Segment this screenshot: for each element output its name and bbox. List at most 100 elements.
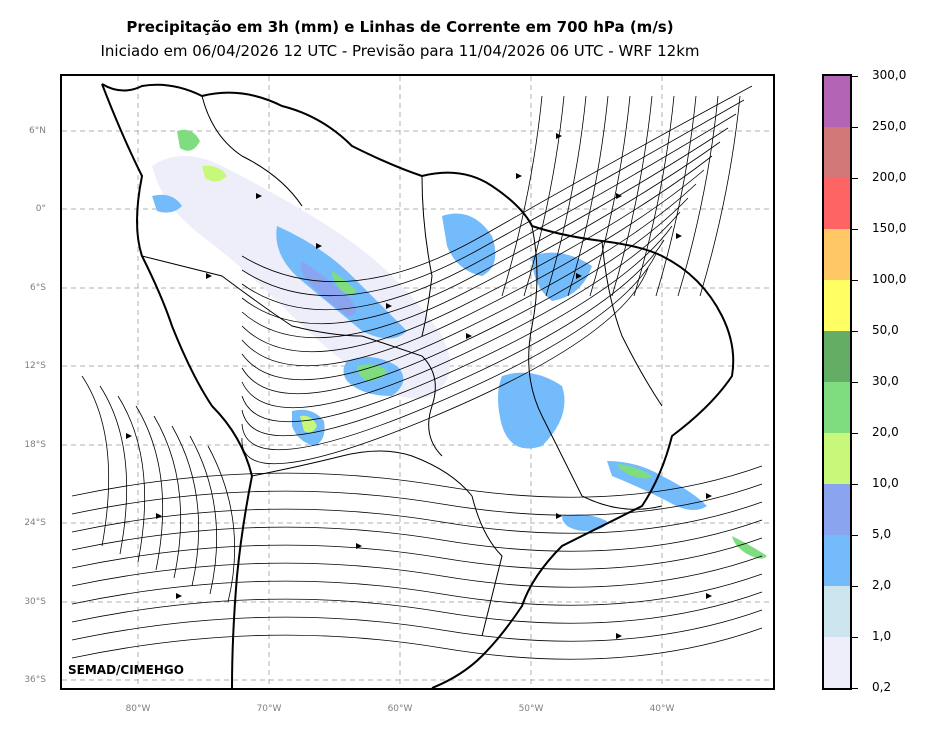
streamline — [71, 627, 763, 660]
colorbar-segment — [824, 535, 850, 586]
colorbar-level-label: 0,2 — [872, 680, 892, 694]
streamline — [241, 113, 737, 311]
streamline — [71, 591, 763, 624]
streamline — [71, 483, 763, 516]
colorbar-tick — [852, 484, 858, 485]
streamline — [71, 573, 763, 606]
streamline — [241, 127, 729, 325]
lat-tick-label: 30°S — [24, 597, 46, 607]
streamline-arrow — [616, 193, 622, 199]
colorbar-level-label: 250,0 — [872, 119, 907, 133]
streamline-arrow — [256, 193, 262, 199]
streamline — [171, 425, 200, 587]
colorbar-tick — [852, 280, 858, 281]
map-panel — [60, 74, 775, 690]
colorbar-segment — [824, 229, 850, 280]
colorbar-tick — [852, 382, 858, 383]
streamline-arrow — [616, 633, 622, 639]
streamline-arrow — [516, 173, 522, 179]
map-canvas — [62, 76, 773, 688]
streamline-arrow — [676, 233, 682, 239]
lat-tick-label: 24°S — [24, 518, 46, 528]
streamline-arrow — [556, 133, 562, 139]
streamline-arrow — [576, 273, 582, 279]
streamline — [699, 95, 741, 297]
colorbar-tick — [852, 433, 858, 434]
streamline-arrow — [356, 543, 362, 549]
lat-tick-label: 6°S — [30, 283, 46, 293]
colorbar-segment — [824, 127, 850, 178]
colorbar-segment — [824, 178, 850, 229]
streamline — [71, 537, 763, 570]
credit-label: SEMAD/CIMEHGO — [68, 663, 184, 677]
colorbar-segment — [824, 484, 850, 535]
lat-tick-label: 12°S — [24, 361, 46, 371]
streamline-arrow — [206, 273, 212, 279]
lat-tick-label: 36°S — [24, 675, 46, 685]
streamline — [71, 519, 763, 552]
lon-tick-label: 70°W — [256, 704, 282, 714]
colorbar-level-label: 10,0 — [872, 476, 899, 490]
streamline — [567, 95, 609, 297]
lat-tick-label: 0° — [35, 204, 46, 214]
colorbar-segment — [824, 637, 850, 688]
colorbar — [822, 74, 852, 690]
streamline — [241, 225, 673, 423]
colorbar-tick — [852, 229, 858, 230]
colorbar-level-label: 300,0 — [872, 68, 907, 82]
streamline — [523, 95, 565, 297]
colorbar-tick — [852, 535, 858, 536]
colorbar-level-label: 5,0 — [872, 527, 892, 541]
streamline-arrow — [316, 243, 322, 249]
colorbar-level-label: 100,0 — [872, 272, 907, 286]
streamline — [611, 95, 653, 297]
colorbar-level-label: 2,0 — [872, 578, 892, 592]
streamline-arrow — [386, 303, 392, 309]
streamline — [241, 253, 657, 451]
colorbar-segment — [824, 76, 850, 127]
colorbar-tick — [852, 688, 858, 689]
streamline — [241, 141, 721, 339]
map-grid — [62, 76, 773, 688]
streamline — [241, 267, 649, 465]
streamline — [71, 465, 763, 498]
streamline — [677, 95, 719, 297]
streamline — [207, 445, 236, 603]
colorbar-segment — [824, 433, 850, 484]
colorbar-segment — [824, 586, 850, 637]
streamline-arrow — [176, 593, 182, 599]
chart-subtitle: Iniciado em 06/04/2026 12 UTC - Previsão… — [100, 42, 700, 60]
streamline — [655, 95, 697, 297]
precipitation-field — [152, 129, 767, 559]
streamline — [633, 95, 675, 297]
streamline-arrow — [466, 333, 472, 339]
lon-tick-label: 50°W — [518, 704, 544, 714]
streamline — [99, 385, 128, 555]
streamline — [241, 155, 713, 353]
streamline — [81, 375, 110, 547]
colorbar-tick — [852, 178, 858, 179]
colorbar-tick — [852, 76, 858, 77]
streamline-arrow — [706, 493, 712, 499]
streamline — [189, 435, 218, 595]
lon-tick-label: 80°W — [125, 704, 151, 714]
streamline — [153, 415, 182, 579]
streamline — [241, 183, 697, 381]
colorbar-level-label: 200,0 — [872, 170, 907, 184]
colorbar-level-label: 30,0 — [872, 374, 899, 388]
colorbar-segment — [824, 382, 850, 433]
chart-title: Precipitação em 3h (mm) e Linhas de Corr… — [126, 18, 674, 36]
streamline — [241, 211, 681, 409]
coastline — [101, 83, 735, 688]
streamline — [241, 85, 753, 283]
streamline-arrow — [156, 513, 162, 519]
political-borders — [141, 95, 663, 637]
lat-tick-label: 6°N — [29, 126, 46, 136]
colorbar-tick — [852, 127, 858, 128]
streamline — [241, 239, 665, 437]
streamline — [241, 169, 705, 367]
streamlines — [71, 85, 763, 660]
lon-tick-label: 60°W — [387, 704, 413, 714]
colorbar-segment — [824, 331, 850, 382]
colorbar-level-label: 50,0 — [872, 323, 899, 337]
